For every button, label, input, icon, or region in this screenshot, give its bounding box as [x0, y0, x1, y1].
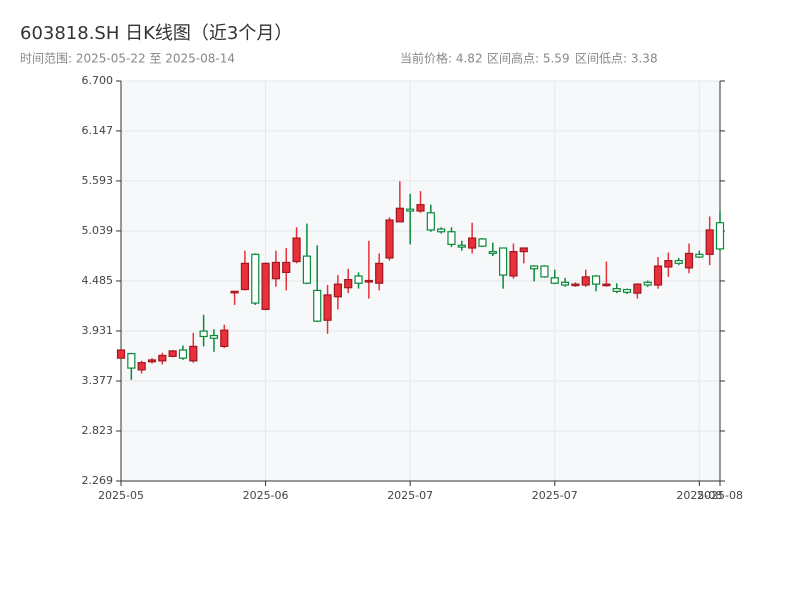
candle-body: [715, 222, 725, 250]
candle-body: [653, 265, 663, 286]
candle-body: [220, 329, 229, 348]
candle-body: [643, 281, 652, 286]
candle-body: [509, 251, 518, 277]
candle-body: [292, 237, 301, 263]
y-tick-label: 2.269: [82, 474, 114, 487]
candle-body: [633, 283, 642, 294]
candle-body: [581, 276, 590, 286]
candle-body: [333, 283, 342, 298]
candle-body: [426, 212, 435, 231]
y-tick-label: 6.147: [82, 124, 114, 137]
candle-body: [302, 255, 311, 284]
candle-body: [251, 253, 260, 304]
candle-body: [137, 362, 146, 371]
candle-body: [674, 260, 683, 264]
candle-body: [199, 330, 208, 338]
candle-body: [127, 353, 136, 369]
candle-body: [664, 260, 673, 268]
candle-body: [540, 265, 549, 278]
candle-body: [168, 350, 177, 357]
candle-body: [468, 237, 477, 249]
y-tick-label: 5.039: [82, 224, 114, 237]
candle-body: [571, 283, 580, 287]
candle-body: [499, 247, 508, 276]
candle-body: [622, 288, 632, 293]
stat: 区间低点: 3.38: [575, 52, 658, 66]
candle-body: [344, 279, 353, 289]
candle-body: [602, 283, 611, 287]
candle-body: [416, 204, 425, 212]
candle-body: [354, 275, 363, 284]
chart-subtitle: 时间范围: 2025-05-22 至 2025-08-14: [20, 52, 235, 66]
x-tick-label: 2025-07: [387, 489, 433, 502]
candle-body: [550, 277, 559, 284]
candle-body: [385, 219, 394, 259]
candle-body: [178, 349, 188, 359]
candle-body: [158, 354, 167, 362]
candle-body: [684, 252, 694, 269]
candle-body: [612, 288, 621, 292]
candle-body: [488, 251, 497, 255]
candle-body: [271, 261, 281, 280]
x-tick-label: 2025-05: [98, 489, 144, 502]
candle-body: [478, 238, 487, 247]
y-tick-label: 3.931: [82, 324, 114, 337]
stat: 当前价格: 4.82: [400, 51, 483, 66]
chart-title: 603818.SH 日K线图（近3个月）: [20, 23, 292, 44]
y-tick-label: 6.700: [82, 74, 114, 87]
candle-body: [375, 262, 384, 284]
candle-body: [261, 262, 270, 310]
candle-body: [313, 289, 322, 322]
candle-body: [395, 207, 404, 223]
candle-body: [189, 345, 198, 362]
y-tick-label: 2.823: [82, 424, 114, 437]
candle-body: [519, 247, 528, 253]
candle-body: [437, 228, 446, 233]
y-tick-label: 4.485: [82, 274, 114, 287]
candle-body: [116, 349, 126, 359]
candle-body: [230, 290, 239, 294]
x-tick-label: 2025-08: [697, 489, 743, 502]
candle-body: [282, 261, 291, 273]
candle-body: [406, 208, 415, 212]
x-tick-label: 2025-06: [243, 489, 289, 502]
x-tick-label: 2025-07: [532, 489, 578, 502]
candle-body: [240, 262, 250, 291]
candle-body: [457, 244, 466, 248]
candle-body: [591, 275, 601, 285]
y-tick-label: 3.377: [82, 374, 114, 387]
stat: 区间高点: 5.59: [487, 51, 570, 66]
candle-body: [705, 229, 714, 255]
candle-body: [147, 359, 157, 363]
candle-body: [364, 279, 373, 283]
x-tick-label: 2025-08: [676, 489, 722, 502]
y-tick-label: 5.593: [82, 174, 114, 187]
candle-body: [530, 265, 539, 270]
candle-body: [447, 231, 456, 245]
candle-body: [209, 334, 219, 339]
candle-body: [695, 253, 704, 258]
candle-body: [323, 294, 332, 321]
candle-body: [560, 281, 570, 286]
